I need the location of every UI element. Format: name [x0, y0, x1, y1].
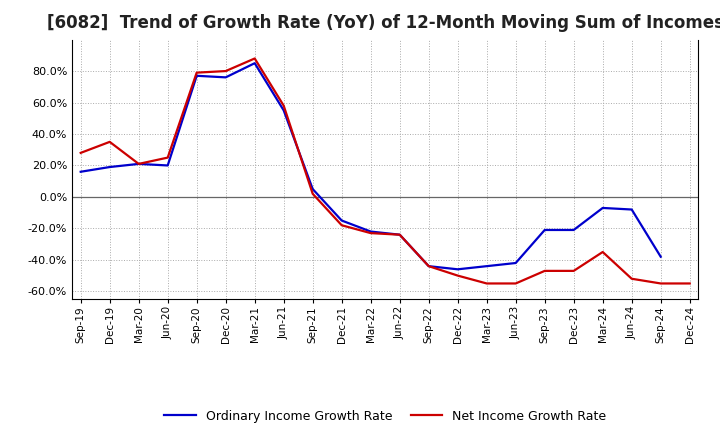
- Ordinary Income Growth Rate: [657, 254, 665, 259]
- Net Income Growth Rate: [105, 139, 114, 144]
- Ordinary Income Growth Rate: [308, 187, 317, 192]
- Net Income Growth Rate: [76, 150, 85, 155]
- Net Income Growth Rate: [366, 231, 375, 236]
- Ordinary Income Growth Rate: [279, 108, 288, 113]
- Ordinary Income Growth Rate: [570, 227, 578, 233]
- Ordinary Income Growth Rate: [135, 161, 143, 166]
- Net Income Growth Rate: [685, 281, 694, 286]
- Net Income Growth Rate: [251, 56, 259, 61]
- Ordinary Income Growth Rate: [192, 73, 201, 78]
- Net Income Growth Rate: [279, 103, 288, 108]
- Net Income Growth Rate: [570, 268, 578, 274]
- Ordinary Income Growth Rate: [221, 75, 230, 80]
- Net Income Growth Rate: [454, 273, 462, 278]
- Net Income Growth Rate: [657, 281, 665, 286]
- Ordinary Income Growth Rate: [366, 229, 375, 234]
- Net Income Growth Rate: [221, 69, 230, 74]
- Legend: Ordinary Income Growth Rate, Net Income Growth Rate: Ordinary Income Growth Rate, Net Income …: [159, 405, 611, 428]
- Net Income Growth Rate: [163, 155, 172, 160]
- Ordinary Income Growth Rate: [424, 264, 433, 269]
- Ordinary Income Growth Rate: [598, 205, 607, 211]
- Ordinary Income Growth Rate: [163, 163, 172, 168]
- Net Income Growth Rate: [135, 161, 143, 166]
- Net Income Growth Rate: [308, 191, 317, 196]
- Title: [6082]  Trend of Growth Rate (YoY) of 12-Month Moving Sum of Incomes: [6082] Trend of Growth Rate (YoY) of 12-…: [47, 15, 720, 33]
- Ordinary Income Growth Rate: [395, 232, 404, 237]
- Ordinary Income Growth Rate: [627, 207, 636, 212]
- Line: Ordinary Income Growth Rate: Ordinary Income Growth Rate: [81, 63, 661, 269]
- Ordinary Income Growth Rate: [76, 169, 85, 174]
- Net Income Growth Rate: [395, 232, 404, 237]
- Ordinary Income Growth Rate: [482, 264, 491, 269]
- Ordinary Income Growth Rate: [541, 227, 549, 233]
- Net Income Growth Rate: [627, 276, 636, 282]
- Ordinary Income Growth Rate: [454, 267, 462, 272]
- Net Income Growth Rate: [598, 249, 607, 255]
- Net Income Growth Rate: [511, 281, 520, 286]
- Ordinary Income Growth Rate: [105, 165, 114, 170]
- Net Income Growth Rate: [424, 264, 433, 269]
- Net Income Growth Rate: [192, 70, 201, 75]
- Line: Net Income Growth Rate: Net Income Growth Rate: [81, 59, 690, 283]
- Net Income Growth Rate: [338, 223, 346, 228]
- Ordinary Income Growth Rate: [338, 218, 346, 223]
- Ordinary Income Growth Rate: [511, 260, 520, 266]
- Net Income Growth Rate: [541, 268, 549, 274]
- Ordinary Income Growth Rate: [251, 61, 259, 66]
- Net Income Growth Rate: [482, 281, 491, 286]
